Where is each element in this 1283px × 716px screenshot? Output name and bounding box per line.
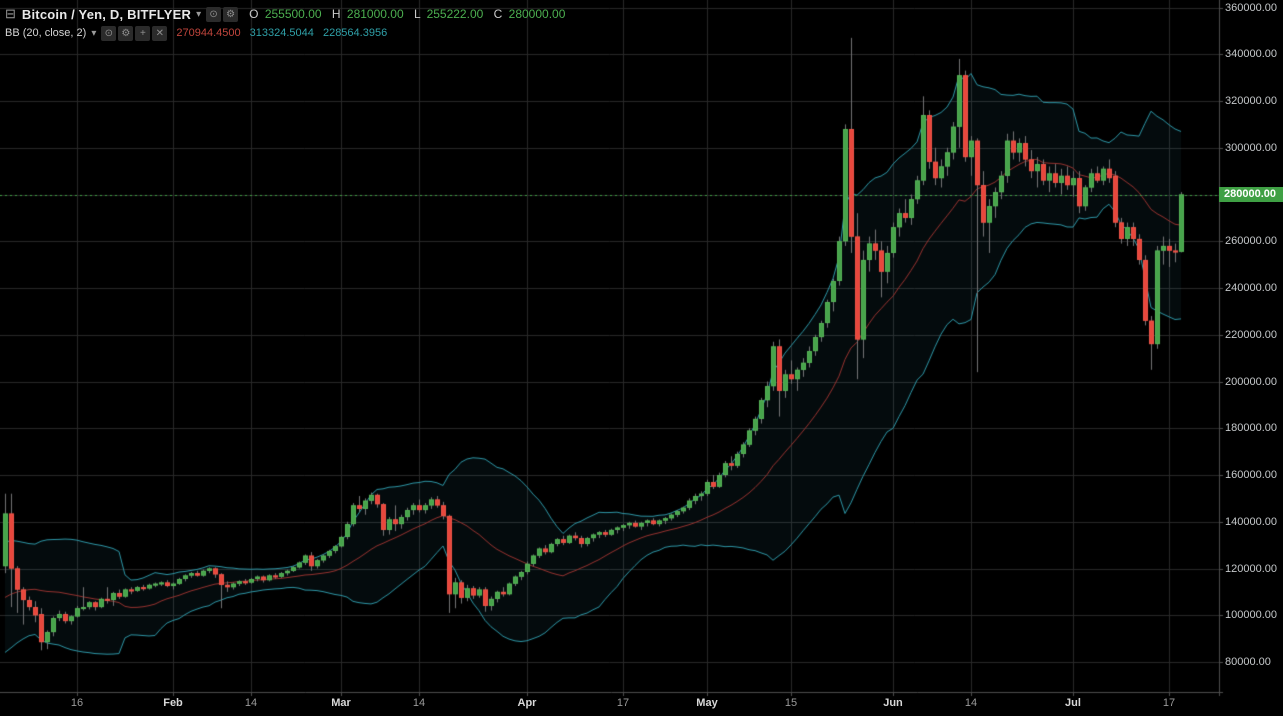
time-axis-label: May — [696, 697, 718, 709]
plus-icon[interactable]: + — [135, 25, 151, 41]
price-axis-label: 100000.00 — [1225, 609, 1277, 621]
time-axis-label: Apr — [517, 697, 537, 709]
close-icon[interactable]: ✕ — [152, 25, 168, 41]
low-value: 255222.00 — [426, 7, 484, 21]
time-axis-label: 14 — [964, 697, 978, 709]
symbol-title[interactable]: Bitcoin / Yen, D, BITFLYER — [21, 6, 192, 22]
price-axis-label: 320000.00 — [1225, 95, 1277, 107]
last-price-label: 280000.00 — [1219, 187, 1283, 202]
gear-icon[interactable]: ⚙ — [223, 6, 239, 22]
time-axis-label: 14 — [244, 697, 258, 709]
price-axis-label: 220000.00 — [1225, 329, 1277, 341]
bb-lower-value: 228564.3956 — [322, 27, 388, 39]
time-axis-label: Feb — [163, 697, 183, 709]
ohlc-readout: O 255500.00 H 281000.00 L 255222.00 C 28… — [249, 7, 565, 21]
price-axis-label: 360000.00 — [1225, 2, 1277, 14]
price-axis-label: 80000.00 — [1225, 656, 1271, 668]
chart-legend: ⊟ Bitcoin / Yen, D, BITFLYER ▾ ⊙ ⚙ O 255… — [5, 4, 565, 42]
close-value: 280000.00 — [508, 7, 566, 21]
time-axis-label: 15 — [784, 697, 798, 709]
eye-icon[interactable]: ⊙ — [101, 25, 117, 41]
high-label: H — [331, 7, 341, 21]
time-axis-label: 14 — [412, 697, 426, 709]
bb-indicator-label[interactable]: BB (20, close, 2) — [5, 27, 87, 39]
time-axis-label: 17 — [1162, 697, 1176, 709]
bb-upper-value: 313324.5044 — [249, 27, 314, 39]
price-axis-label: 260000.00 — [1225, 235, 1277, 247]
time-axis-label: Mar — [331, 697, 351, 709]
chevron-down-icon[interactable]: ▾ — [91, 27, 97, 39]
time-axis-label: Jul — [1065, 697, 1081, 709]
indicator-legend-row: BB (20, close, 2) ▾ ⊙ ⚙ + ✕ 270944.4500 … — [5, 24, 565, 42]
price-axis-label: 200000.00 — [1225, 376, 1277, 388]
open-value: 255500.00 — [264, 7, 322, 21]
high-value: 281000.00 — [346, 7, 404, 21]
gear-icon[interactable]: ⚙ — [118, 25, 134, 41]
price-axis-label: 140000.00 — [1225, 516, 1277, 528]
close-label: C — [493, 7, 503, 21]
price-axis-label: 340000.00 — [1225, 48, 1277, 60]
bb-values-readout: 270944.4500 313324.5044 228564.3956 — [176, 27, 387, 39]
chevron-down-icon[interactable]: ▾ — [196, 8, 202, 20]
price-axis-label: 240000.00 — [1225, 282, 1277, 294]
legend-collapse-icon[interactable]: ⊟ — [5, 6, 16, 21]
price-axis-label: 300000.00 — [1225, 142, 1277, 154]
time-axis-label: 16 — [70, 697, 84, 709]
time-axis-label: Jun — [883, 697, 903, 709]
open-label: O — [249, 7, 259, 21]
time-axis-label: 17 — [616, 697, 630, 709]
symbol-legend-row: ⊟ Bitcoin / Yen, D, BITFLYER ▾ ⊙ ⚙ O 255… — [5, 4, 565, 24]
price-axis-label: 160000.00 — [1225, 469, 1277, 481]
price-axis-label: 180000.00 — [1225, 422, 1277, 434]
price-axis-label: 120000.00 — [1225, 563, 1277, 575]
bb-middle-value: 270944.4500 — [176, 27, 241, 39]
eye-icon[interactable]: ⊙ — [206, 6, 222, 22]
low-label: L — [413, 7, 421, 21]
